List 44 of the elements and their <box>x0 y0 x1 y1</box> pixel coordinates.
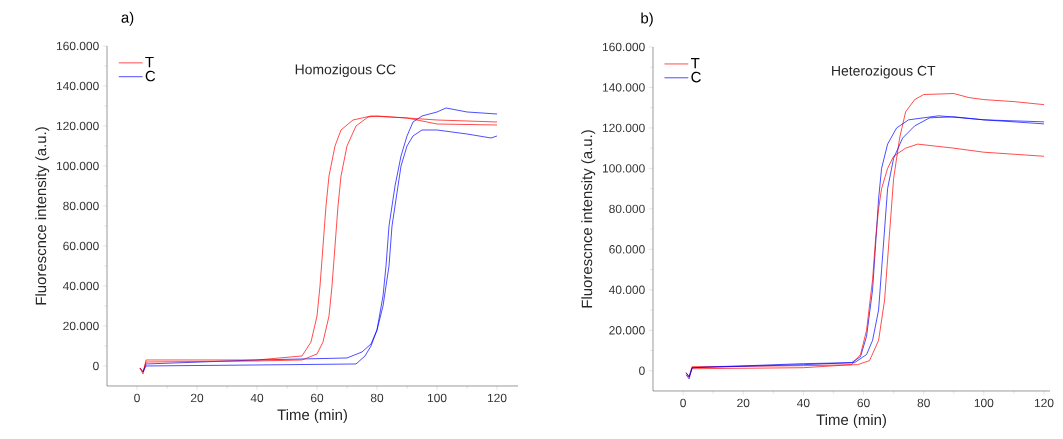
y-tick-label: 20.000 <box>63 321 99 331</box>
text: Homozigous CC <box>295 64 396 78</box>
y-tick-label: 40.000 <box>62 281 99 291</box>
x-axis-title: Time (min) <box>277 409 347 423</box>
legend-label: C <box>145 70 156 82</box>
text: Heterozigous CT <box>832 65 936 79</box>
x-tick-label: 20 <box>737 398 750 408</box>
y-tick-label: 60.000 <box>609 245 645 254</box>
y-tick-label: 160.000 <box>602 42 645 52</box>
y-tick-label: 100.000 <box>602 164 645 173</box>
text: b) <box>641 12 653 27</box>
y-tick-label: 20.000 <box>609 326 645 335</box>
x-tick-label: 20 <box>190 393 204 403</box>
x-axis-title: Time (min) <box>816 414 886 428</box>
x-tick-label: 100 <box>427 393 447 403</box>
y-tick-label: 100.000 <box>56 161 99 171</box>
y-axis-title: Fluorescnce intensity (a.u.) <box>35 127 50 305</box>
y-tick-label: 120.000 <box>602 123 645 133</box>
y-tick-label: 40.000 <box>608 285 645 295</box>
y-tick-label: 140.000 <box>56 81 99 91</box>
x-tick-label: 60 <box>857 398 870 408</box>
legend-label: T <box>690 58 700 69</box>
x-tick-label: 120 <box>487 393 507 403</box>
x-tick-label: 40 <box>250 393 264 403</box>
x-tick-label: 0 <box>134 393 140 403</box>
y-tick-label: 80.000 <box>63 201 99 211</box>
x-tick-label: 80 <box>917 398 930 408</box>
y-tick-label: 60.000 <box>63 241 99 251</box>
y-tick-label: 140.000 <box>602 83 645 92</box>
x-tick-label: 0 <box>680 398 686 408</box>
y-axis-title: Fluorescnce intensity (a.u.) <box>581 130 596 308</box>
x-tick-label: 40 <box>797 398 810 408</box>
y-tick-label: 0 <box>639 366 645 375</box>
y-tick-label: 0 <box>93 361 99 371</box>
x-tick-label: 100 <box>974 398 994 408</box>
text: a) <box>121 11 134 26</box>
legend-label: C <box>691 71 701 83</box>
y-tick-label: 160.000 <box>56 41 99 51</box>
x-tick-label: 120 <box>1034 398 1054 408</box>
x-tick-label: 60 <box>310 393 324 403</box>
y-tick-label: 120.000 <box>56 121 99 131</box>
legend-label: T <box>145 56 154 68</box>
x-tick-label: 80 <box>370 393 384 403</box>
y-tick-label: 80.000 <box>609 204 645 214</box>
